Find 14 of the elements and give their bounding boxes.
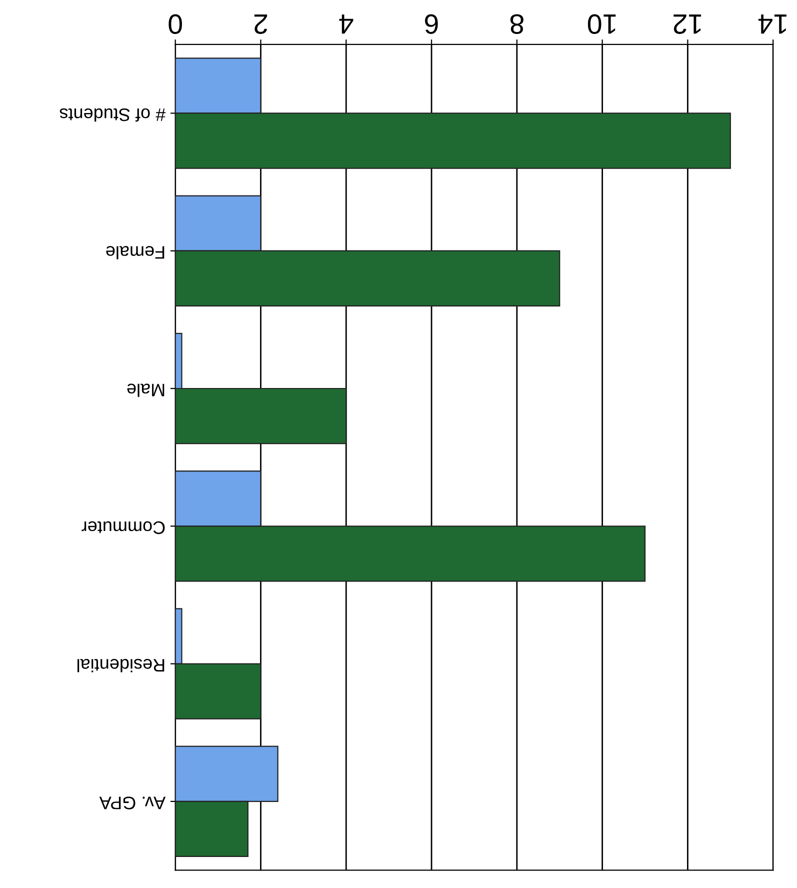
y-tick-label: Male <box>127 384 164 397</box>
y-tick-label: Av. GPA <box>99 796 166 810</box>
x-tick-label: 12 <box>674 14 702 34</box>
x-tick-label: 4 <box>339 14 354 34</box>
x-tick-label: 2 <box>254 14 268 34</box>
y-tick-label: Commuter <box>82 521 165 534</box>
y-tick-label: Residential <box>78 658 164 672</box>
x-tick-label: 8 <box>510 14 524 34</box>
x-tick-label: 0 <box>168 14 182 34</box>
y-tick-label: Female <box>106 246 164 260</box>
x-tick-label: 10 <box>588 14 616 34</box>
x-tick-label: 14 <box>758 14 786 34</box>
x-tick-label: 6 <box>425 14 438 34</box>
y-tick-label: # of Students <box>60 108 166 122</box>
